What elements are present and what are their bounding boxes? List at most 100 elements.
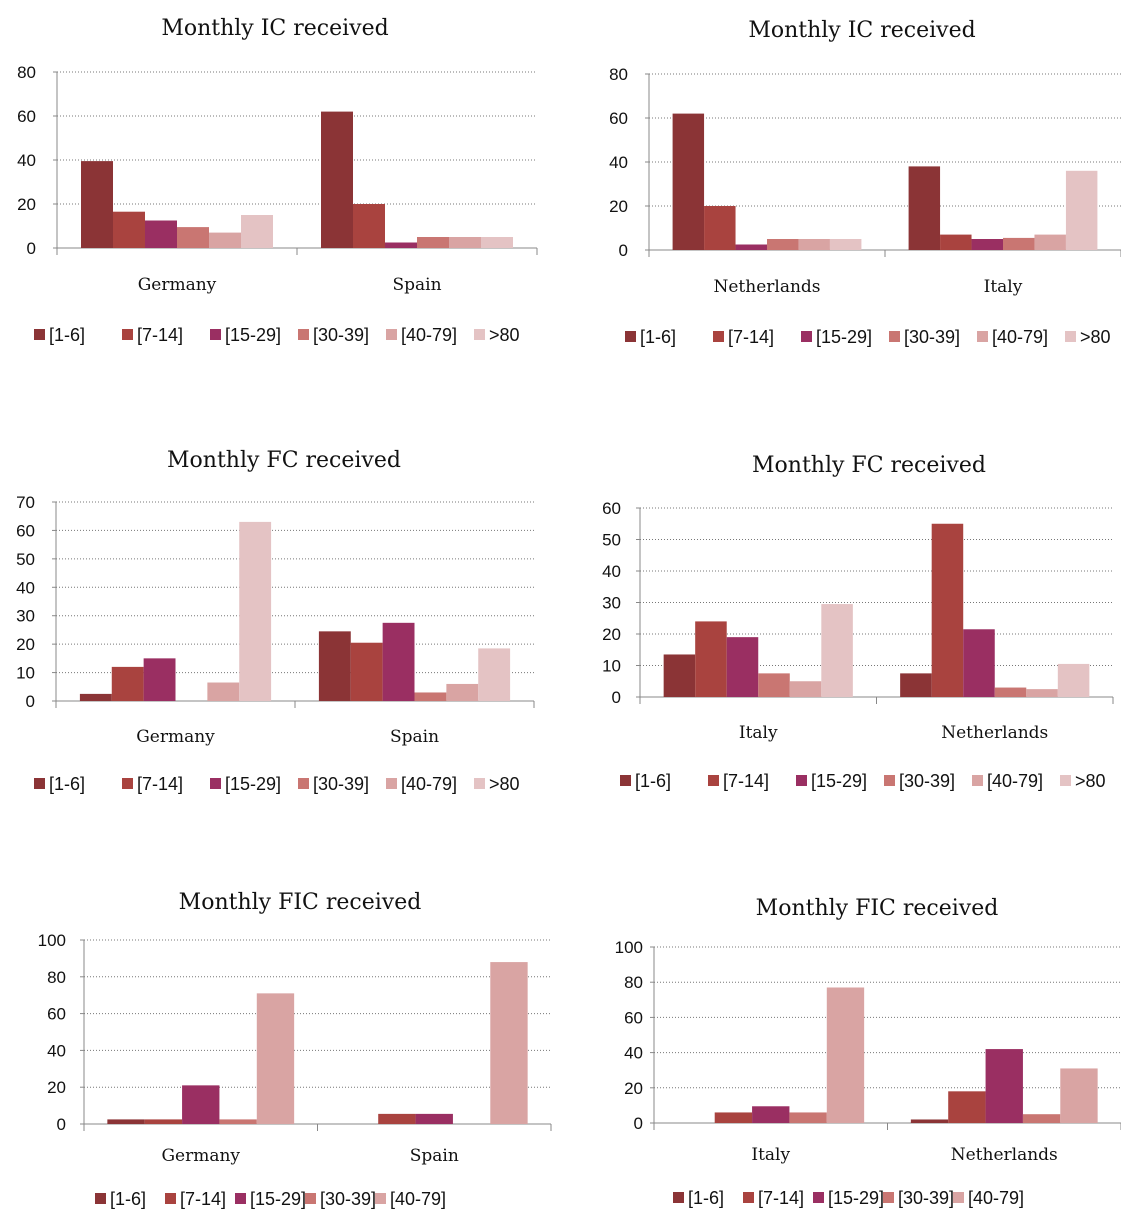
bar-germany-series-6 bbox=[241, 215, 273, 248]
legend-label: [30-39] bbox=[899, 771, 955, 791]
y-tick-label: 40 bbox=[602, 562, 621, 581]
legend-swatch bbox=[122, 778, 133, 789]
bar-italy-series-2 bbox=[695, 621, 727, 697]
bar-netherlands-series-5 bbox=[1026, 689, 1058, 697]
legend-label: [15-29] bbox=[225, 774, 281, 794]
chart-title: Monthly IC received bbox=[161, 16, 388, 41]
x-category-label: Germany bbox=[136, 727, 215, 747]
bar-spain-series-3 bbox=[385, 242, 417, 248]
legend-swatch bbox=[1060, 775, 1071, 786]
bar-italy-series-6 bbox=[821, 604, 853, 697]
bar-spain-series-6 bbox=[478, 648, 511, 701]
y-tick-label: 70 bbox=[16, 493, 35, 512]
legend-swatch bbox=[474, 778, 485, 789]
y-tick-label: 30 bbox=[602, 594, 621, 613]
legend-swatch bbox=[165, 1193, 176, 1204]
legend-swatch bbox=[796, 775, 807, 786]
legend-label: [40-79] bbox=[968, 1188, 1024, 1208]
legend-swatch bbox=[386, 778, 397, 789]
legend-swatch bbox=[210, 329, 221, 340]
bar-netherlands-series-6 bbox=[829, 239, 862, 250]
legend-swatch bbox=[375, 1193, 386, 1204]
bar-germany-series-1 bbox=[79, 693, 112, 701]
legend-swatch bbox=[1065, 331, 1076, 342]
bar-italy-series-4 bbox=[758, 673, 790, 697]
bar-spain-series-1 bbox=[321, 111, 353, 248]
bar-italy-series-6 bbox=[1065, 170, 1098, 250]
chart-panel-6: Monthly FIC received 0 20 40 60 80 100 Italy Net… bbox=[615, 896, 1121, 1208]
bar-spain-series-1 bbox=[318, 631, 351, 701]
legend-label: [7-14] bbox=[137, 325, 183, 345]
y-tick-label: 20 bbox=[624, 1079, 643, 1098]
bar-spain-series-2 bbox=[350, 642, 383, 701]
legend-label: [15-29] bbox=[250, 1189, 306, 1209]
legend-label: [7-14] bbox=[180, 1189, 226, 1209]
bar-italy-series-5 bbox=[789, 681, 822, 697]
legend-swatch bbox=[801, 331, 812, 342]
x-category-label: Spain bbox=[392, 275, 441, 295]
y-tick-label: 0 bbox=[634, 1114, 643, 1133]
legend-swatch bbox=[298, 778, 309, 789]
y-tick-label: 80 bbox=[624, 973, 643, 992]
x-category-label: Netherlands bbox=[713, 277, 820, 297]
legend-label: [40-79] bbox=[987, 771, 1043, 791]
legend-label: [40-79] bbox=[390, 1189, 446, 1209]
y-tick-label: 60 bbox=[602, 499, 621, 518]
y-tick-label: 0 bbox=[27, 239, 36, 258]
bar-germany-series-5 bbox=[209, 232, 241, 248]
bar-italy-series-3 bbox=[726, 637, 759, 697]
x-category-label: Germany bbox=[138, 275, 217, 295]
y-tick-label: 40 bbox=[609, 153, 628, 172]
chart-title: Monthly FC received bbox=[752, 453, 986, 478]
legend-swatch bbox=[977, 331, 988, 342]
y-tick-label: 40 bbox=[17, 151, 36, 170]
bar-italy-series-1 bbox=[663, 654, 696, 697]
bar-germany-series-3 bbox=[182, 1085, 220, 1124]
legend-label: [7-14] bbox=[758, 1188, 804, 1208]
legend-label: [15-29] bbox=[816, 327, 872, 347]
bar-germany-series-2 bbox=[111, 666, 144, 701]
bar-spain-series-4 bbox=[417, 237, 449, 248]
bar-spain-series-5 bbox=[446, 683, 479, 701]
legend-swatch bbox=[474, 329, 485, 340]
legend-swatch bbox=[298, 329, 309, 340]
legend-swatch bbox=[95, 1193, 106, 1204]
y-tick-label: 0 bbox=[619, 241, 628, 260]
legend-swatch bbox=[713, 331, 724, 342]
legend-label: [30-39] bbox=[904, 327, 960, 347]
y-tick-label: 10 bbox=[16, 664, 35, 683]
legend-swatch bbox=[743, 1192, 754, 1203]
chart-panel-4: Monthly FC received 0 10 20 30 40 50 60 Italy Net… bbox=[602, 453, 1114, 791]
x-category-label: Italy bbox=[984, 277, 1023, 297]
bar-netherlands-series-2 bbox=[704, 206, 736, 250]
bar-italy-series-4 bbox=[789, 1112, 827, 1123]
bar-netherlands-series-2 bbox=[931, 523, 964, 697]
legend-label: [30-39] bbox=[320, 1189, 376, 1209]
bar-netherlands-series-3 bbox=[735, 244, 767, 250]
bar-spain-series-5 bbox=[490, 962, 528, 1124]
bar-germany-series-1 bbox=[107, 1119, 145, 1124]
y-tick-label: 40 bbox=[624, 1044, 643, 1063]
legend-swatch bbox=[620, 775, 631, 786]
legend-label: [40-79] bbox=[401, 774, 457, 794]
legend-label: >80 bbox=[489, 325, 520, 345]
bar-spain-series-2 bbox=[353, 204, 385, 248]
y-tick-label: 0 bbox=[26, 692, 35, 711]
legend-swatch bbox=[625, 331, 636, 342]
bar-netherlands-series-4 bbox=[767, 239, 799, 250]
bar-italy-series-3 bbox=[971, 239, 1003, 250]
x-category-label: Netherlands bbox=[951, 1145, 1058, 1165]
y-tick-label: 40 bbox=[16, 578, 35, 597]
y-tick-label: 100 bbox=[38, 931, 66, 950]
y-tick-label: 50 bbox=[16, 550, 35, 569]
chart-panel-5: Monthly FIC received 0 20 40 60 80 100 Germany S… bbox=[38, 890, 552, 1209]
legend-swatch bbox=[972, 775, 983, 786]
y-tick-label: 80 bbox=[17, 63, 36, 82]
y-tick-label: 20 bbox=[602, 625, 621, 644]
y-tick-label: 0 bbox=[612, 688, 621, 707]
legend-label: [7-14] bbox=[723, 771, 769, 791]
bar-italy-series-1 bbox=[908, 166, 941, 250]
chart-panel-1: Monthly IC received 0 20 40 60 80 Germany Spain… bbox=[17, 16, 538, 345]
legend-label: [1-6] bbox=[110, 1189, 146, 1209]
